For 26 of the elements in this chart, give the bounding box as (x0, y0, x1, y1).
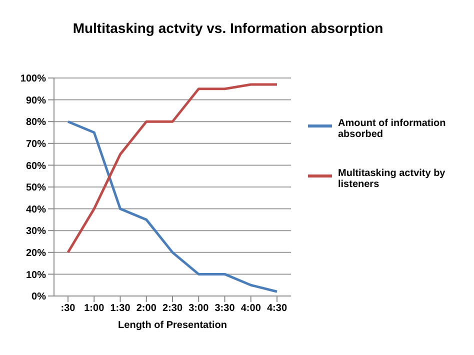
y-tick-label: 60% (26, 160, 46, 172)
y-tick-label: 80% (26, 117, 46, 128)
x-tick-label: 3:30 (214, 303, 236, 314)
legend-label: Amount of information absorbed (338, 118, 447, 140)
legend-label: Multitasking actvity by listeners (338, 168, 446, 190)
line-series (66, 83, 278, 254)
x-tick-label: 3:00 (188, 303, 210, 314)
y-tick-label: 90% (26, 95, 46, 106)
x-tick-label: :30 (60, 303, 76, 314)
y-tick-label: 100% (20, 74, 46, 85)
x-tick-label: 1:00 (84, 303, 105, 314)
y-tick-label: 40% (26, 204, 46, 216)
y-tick-label: 50% (26, 182, 46, 194)
y-tick-label: 30% (26, 226, 46, 238)
x-tick-label: 4:30 (266, 303, 288, 314)
x-tick-label: 1:30 (110, 303, 131, 314)
y-tick-label: 0% (32, 292, 46, 303)
y-tick-label: 20% (26, 248, 46, 259)
x-tick-label: 2:30 (162, 303, 183, 314)
x-axis-title: Length of Presentation (117, 320, 228, 331)
chart-title: Multitasking actvity vs. Information absorption (72, 20, 384, 36)
x-tick-label: 4:00 (240, 303, 262, 314)
y-tick-label: 10% (26, 270, 46, 281)
line-series (66, 120, 278, 293)
x-tick-label: 2:00 (136, 303, 157, 314)
y-tick-label: 70% (26, 138, 46, 150)
